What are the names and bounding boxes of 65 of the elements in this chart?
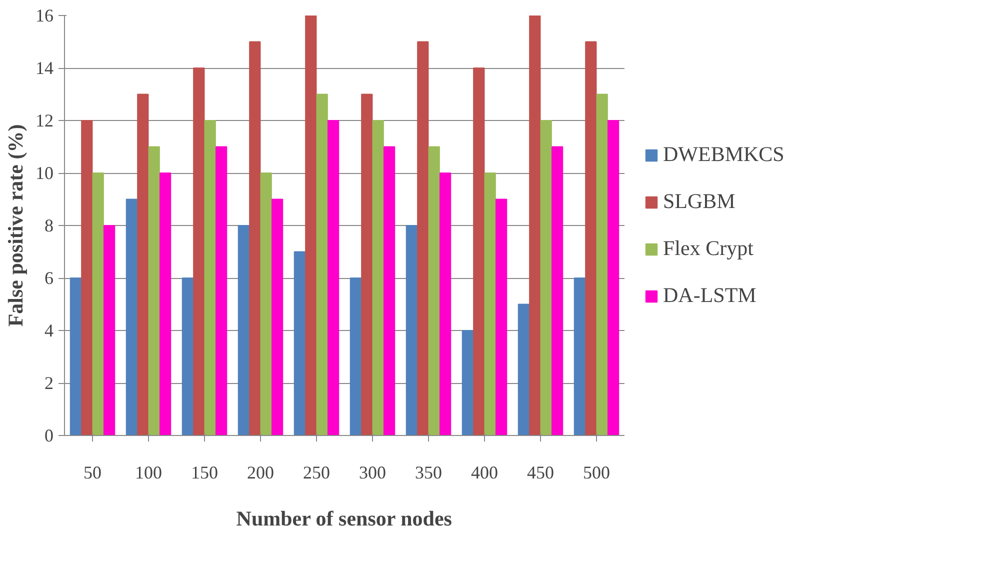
y-tick-label: 8 (44, 216, 54, 236)
x-tick-label: 200 (247, 462, 274, 482)
y-tick-label: 10 (36, 163, 54, 183)
bar (327, 120, 340, 436)
x-tick-label: 400 (471, 462, 498, 482)
bar (260, 172, 272, 436)
bar (596, 94, 608, 436)
x-axis-title: Number of sensor nodes (236, 506, 452, 530)
bar (294, 251, 306, 436)
bar (585, 41, 597, 436)
legend-label: DA-LSTM (663, 283, 756, 308)
bar (383, 146, 396, 436)
bar (148, 146, 160, 436)
bar (551, 146, 564, 436)
bar (607, 120, 620, 436)
bar (137, 94, 149, 436)
bar (103, 225, 116, 436)
bar (92, 172, 104, 436)
bar (484, 172, 496, 436)
bar (372, 120, 384, 436)
bar (316, 94, 328, 436)
bar (193, 68, 205, 436)
y-axis-title: False positive rate (%) (4, 124, 28, 327)
x-tick-label: 300 (359, 462, 386, 482)
bar (361, 94, 373, 436)
x-tick-label: 250 (303, 462, 330, 482)
bar (70, 278, 82, 436)
bar (182, 278, 194, 436)
bar (439, 172, 452, 436)
bar (574, 278, 586, 436)
y-tick-label: 0 (44, 426, 54, 446)
bar (473, 68, 485, 436)
bar (518, 304, 530, 436)
legend-label: Flex Crypt (663, 236, 754, 261)
x-tick-label: 500 (583, 462, 610, 482)
bar (215, 146, 228, 436)
legend-label: SLGBM (663, 189, 736, 214)
bar (238, 225, 250, 436)
bar (462, 330, 474, 436)
bar (495, 198, 508, 436)
bar (350, 278, 362, 436)
x-tick-label: 100 (135, 462, 162, 482)
bar (406, 225, 418, 436)
legend-label: DWEBMKCS (663, 142, 784, 167)
bar (126, 198, 138, 436)
bar (428, 146, 440, 436)
bar (540, 120, 552, 436)
x-tick-label: 350 (415, 462, 442, 482)
bar (271, 198, 284, 436)
bar (417, 41, 429, 436)
y-tick-label: 4 (44, 320, 54, 340)
bar (305, 16, 317, 436)
bar (81, 120, 93, 436)
bar (249, 41, 261, 436)
y-tick-label: 16 (36, 6, 54, 26)
y-tick-label: 12 (36, 110, 54, 130)
bar (529, 16, 541, 436)
y-tick-label: 14 (36, 58, 54, 78)
y-tick-label: 6 (44, 268, 54, 288)
x-tick-label: 450 (527, 462, 554, 482)
x-tick-label: 50 (84, 462, 102, 482)
y-tick-label: 2 (44, 373, 54, 393)
x-tick-label: 150 (191, 462, 218, 482)
bar (159, 172, 172, 436)
bar (204, 120, 216, 436)
